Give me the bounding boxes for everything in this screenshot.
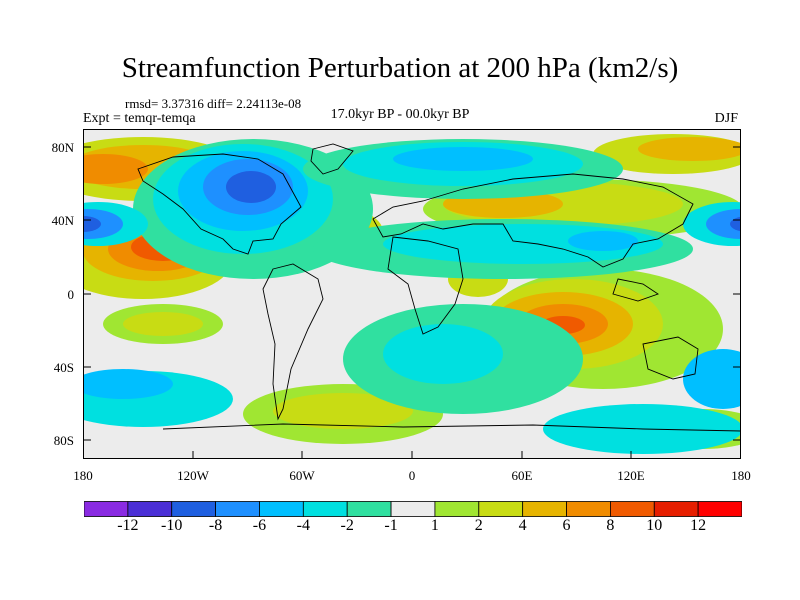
colorbar-swatch [697, 501, 742, 517]
colorbar-label: -1 [384, 517, 398, 534]
colorbar-label: 8 [606, 517, 615, 534]
x-axis-label: 120W [177, 468, 209, 483]
colorbar-swatch [346, 501, 392, 517]
colorbar-swatch [302, 501, 348, 517]
colorbar-swatch [259, 501, 304, 517]
colorbar-swatch [434, 501, 480, 517]
x-axis-label: 0 [408, 468, 416, 483]
colorbar-swatch [478, 501, 524, 517]
x-axis-label: 120E [617, 468, 645, 483]
coastlines [137, 143, 741, 432]
colorbar-swatch [566, 501, 611, 517]
streamfunction-map [83, 129, 741, 459]
colorbar-label: -12 [117, 517, 139, 534]
y-axis-label: 40S [53, 360, 74, 375]
y-axis-label: 0 [67, 287, 75, 302]
colorbar-label: -4 [296, 517, 310, 534]
colorbar-label: -2 [340, 517, 354, 534]
colorbar-swatch [215, 501, 260, 517]
colorbar-label: -6 [252, 517, 267, 534]
colorbar-label: 10 [646, 517, 663, 534]
colorbar [84, 501, 742, 517]
x-axis-label: 60W [289, 468, 315, 483]
colorbar-swatch [127, 501, 173, 517]
colorbar-label: -10 [161, 517, 183, 534]
colorbar-label: -8 [208, 517, 223, 534]
colorbar-label: 6 [562, 517, 571, 534]
x-axis-label: 180 [73, 468, 93, 483]
y-axis-label: 80S [53, 433, 74, 448]
colorbar-swatch [171, 501, 217, 517]
y-axis-label: 80N [51, 140, 74, 155]
colorbar-swatch [610, 501, 655, 517]
colorbar-label: 12 [690, 517, 707, 534]
season-label: DJF [714, 111, 738, 126]
x-axis-label: 60E [511, 468, 533, 483]
plot-title: Streamfunction Perturbation at 200 hPa (… [121, 52, 679, 84]
negative-anomalies [83, 139, 741, 454]
experiment-label: Expt = temqr-temqa [83, 111, 196, 126]
colorbar-swatch [84, 501, 129, 517]
axis-ticks [83, 146, 741, 459]
colorbar-label: 4 [518, 517, 527, 534]
colorbar-swatch [390, 501, 436, 517]
colorbar-swatch [522, 501, 567, 517]
colorbar-label: 2 [474, 517, 483, 534]
y-axis-label: 40N [51, 213, 74, 228]
colorbar-label: 1 [430, 517, 439, 534]
period-label: 17.0kyr BP - 00.0kyr BP [330, 107, 470, 122]
x-axis-label: 180 [731, 468, 751, 483]
colorbar-swatch [653, 501, 699, 517]
statistics-text: rmsd= 3.37316 diff= 2.24113e-08 [125, 96, 302, 111]
